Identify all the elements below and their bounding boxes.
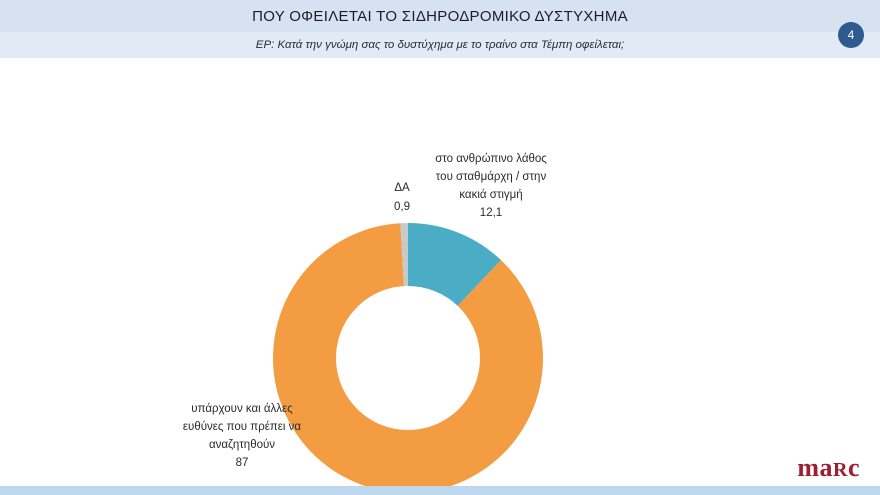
bottom-accent-bar	[0, 486, 880, 495]
slice-value: 0,9	[394, 200, 410, 213]
page-number: 4	[847, 28, 855, 42]
slice-value: 12,1	[479, 207, 503, 220]
marc-logo: maRc	[797, 455, 860, 481]
logo-part: ma	[797, 453, 833, 482]
logo-part: c	[847, 453, 860, 482]
donut-slice	[408, 223, 502, 306]
slice-label-text: υπάρχουν και άλλες ευθύνες που πρέπει να…	[182, 403, 302, 451]
donut-slice	[400, 223, 408, 287]
survey-question-subtitle: ΕΡ: Κατά την γνώμη σας το δυστύχημα με τ…	[255, 39, 625, 51]
header-subtitle-band: ΕΡ: Κατά την γνώμη σας το δυστύχημα με τ…	[0, 32, 880, 58]
donut-chart: στο ανθρώπινο λάθος του σταθμάρχη / στην…	[0, 58, 880, 494]
donut-slice	[273, 223, 544, 494]
slice-label-text: ΔΑ	[394, 182, 410, 194]
slice-value: 87	[235, 457, 249, 470]
logo-part: R	[833, 459, 848, 481]
page-number-badge: 4	[838, 22, 864, 48]
slice-label-text: στο ανθρώπινο λάθος του σταθμάρχη / στην…	[435, 153, 547, 201]
page-title: ΠΟΥ ΟΦΕΙΛΕΤΑΙ ΤΟ ΣΙΔΗΡΟΔΡΟΜΙΚΟ ΔΥΣΤΥΧΗΜΑ	[252, 7, 628, 25]
slice-label-other-responsibilities: υπάρχουν και άλλες ευθύνες που πρέπει να…	[180, 401, 304, 473]
header-title-band: ΠΟΥ ΟΦΕΙΛΕΤΑΙ ΤΟ ΣΙΔΗΡΟΔΡΟΜΙΚΟ ΔΥΣΤΥΧΗΜΑ	[0, 0, 880, 32]
slice-label-da: ΔΑ 0,9	[370, 180, 434, 217]
slice-label-human-error: στο ανθρώπινο λάθος του σταθμάρχη / στην…	[428, 151, 554, 223]
donut-chart-svg	[273, 223, 544, 494]
